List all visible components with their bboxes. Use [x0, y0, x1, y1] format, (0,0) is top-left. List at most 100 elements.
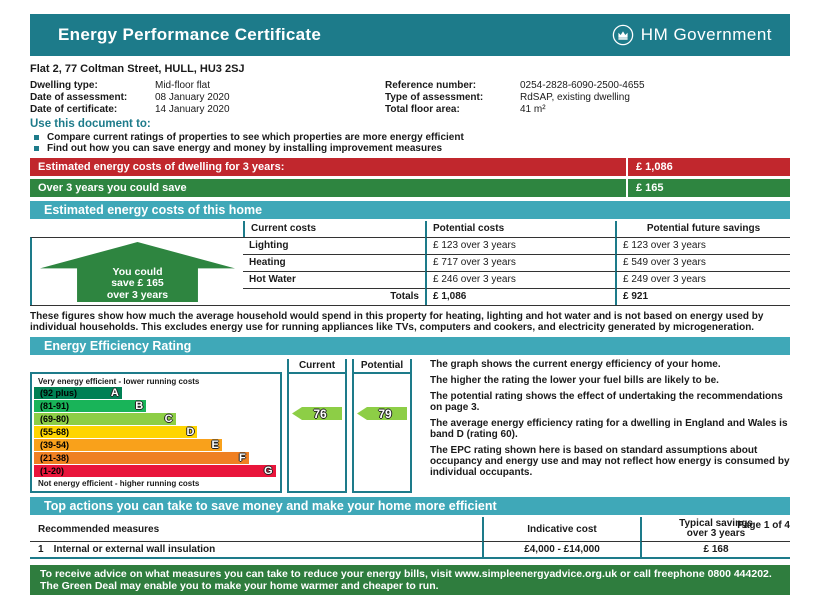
band-letter: A: [110, 387, 119, 399]
estimated-costs-label: Estimated energy costs of dwelling for 3…: [30, 158, 626, 176]
band-row-b: (81-91) B: [34, 400, 278, 412]
band-letter: G: [263, 465, 273, 477]
gov-logo-label: HM Government: [640, 25, 772, 44]
band-range: (21-38): [40, 453, 70, 463]
costs-table-corner: [30, 221, 243, 237]
future-savings-cell: You could save £ 165 over 3 years: [30, 237, 243, 305]
bottom-scale-label: Not energy efficient - higher running co…: [38, 479, 200, 488]
actions-section-title: Top actions you can take to save money a…: [30, 497, 790, 515]
savings-value: £ 165: [628, 179, 790, 197]
potential-rating-pointer: 79: [357, 407, 407, 420]
cost-row-potential: £ 549 over 3 years: [615, 254, 790, 271]
arrow-line: You could: [112, 265, 163, 278]
rating-note: The higher the rating the lower your fue…: [430, 375, 719, 386]
detail-value: 08 January 2020: [155, 92, 230, 103]
potential-rating-value: 79: [378, 406, 392, 421]
potential-rating-box: 79: [352, 372, 412, 493]
action-row-measure: 1 Internal or external wall insulation: [30, 541, 482, 557]
totals-current: £ 1,086: [425, 288, 615, 305]
costs-section-title: Estimated energy costs of this home: [30, 201, 790, 219]
bullet-icon: [34, 135, 39, 140]
page-number: Page 1 of 4: [737, 520, 790, 531]
future-savings-arrow: You could save £ 165 over 3 years: [40, 242, 235, 302]
costs-header-potential: Potential costs: [425, 221, 615, 237]
detail-label: Dwelling type:: [30, 80, 98, 91]
action-number: 1: [38, 544, 44, 555]
action-measure-text: Internal or external wall insulation: [53, 544, 216, 555]
potential-column-header: Potential: [352, 359, 412, 372]
band-row-c: (69-80) C: [34, 413, 278, 425]
band-row-f: (21-38) F: [34, 452, 278, 464]
detail-label: Total floor area:: [385, 104, 460, 115]
band-letter: E: [211, 439, 219, 451]
action-row-savings: £ 168: [640, 541, 790, 557]
costs-table: Current costs Potential costs Potential …: [30, 221, 790, 306]
estimated-costs-value: £ 1,086: [628, 158, 790, 176]
potential-rating-column: Potential 79: [352, 359, 412, 493]
actions-header-savings-line: Typical savings: [679, 518, 753, 529]
savings-label: Over 3 years you could save: [30, 179, 626, 197]
rating-section-title: Energy Efficiency Rating: [30, 337, 790, 355]
future-savings-text: You could save £ 165 over 3 years: [40, 265, 235, 302]
cost-row-current: £ 717 over 3 years: [425, 254, 615, 271]
band-range: (1-20): [40, 466, 65, 476]
band-range: (81-91): [40, 401, 70, 411]
rating-note: The EPC rating shown here is based on st…: [430, 445, 790, 478]
band-letter: D: [186, 426, 195, 438]
epc-certificate: Energy Performance Certificate HM Govern…: [30, 14, 790, 595]
estimated-costs-banner: Estimated energy costs of dwelling for 3…: [30, 158, 790, 176]
bullet-item: Find out how you can save energy and mon…: [30, 143, 790, 154]
current-column-header: Current: [287, 359, 347, 372]
detail-value: 0254-2828-6090-2500-4655: [520, 80, 645, 91]
actions-header-cost: Indicative cost: [482, 517, 640, 541]
current-rating-box: 76: [287, 372, 347, 493]
totals-label: Totals: [243, 288, 425, 305]
totals-potential: £ 921: [615, 288, 790, 305]
property-address: Flat 2, 77 Coltman Street, HULL, HU3 2SJ: [30, 63, 245, 75]
bullet-item: Compare current ratings of properties to…: [30, 132, 790, 143]
use-document-bullets: Compare current ratings of properties to…: [30, 132, 790, 154]
advice-banner: To receive advice on what measures you c…: [30, 565, 790, 595]
band-range: (92 plus): [40, 388, 78, 398]
detail-label: Date of certificate:: [30, 104, 118, 115]
actions-header-savings-line: over 3 years: [686, 528, 746, 539]
use-document-heading: Use this document to:: [30, 118, 151, 130]
rating-bands: Very energy efficient - lower running co…: [30, 372, 282, 493]
current-rating-column: Current 76: [287, 359, 347, 493]
actions-header-savings: Typical savings over 3 years: [640, 517, 790, 541]
bullet-text: Compare current ratings of properties to…: [47, 132, 464, 143]
cost-row-name: Heating: [243, 254, 425, 271]
savings-banner: Over 3 years you could save £ 165: [30, 179, 790, 197]
bullet-icon: [34, 146, 39, 151]
costs-note: These figures show how much the average …: [30, 311, 764, 333]
detail-value: Mid-floor flat: [155, 80, 211, 91]
actions-header-measures: Recommended measures: [38, 523, 160, 535]
costs-header-current: Current costs: [243, 221, 425, 237]
detail-label: Type of assessment:: [385, 92, 484, 103]
bullet-text: Find out how you can save energy and mon…: [47, 143, 443, 154]
band-row-d: (55-68) D: [34, 426, 278, 438]
band-range: (69-80): [40, 414, 70, 424]
costs-header-future-savings: Potential future savings: [615, 221, 790, 237]
top-scale-label: Very energy efficient - lower running co…: [38, 377, 200, 386]
detail-label: Date of assessment:: [30, 92, 128, 103]
cost-row-name: Hot Water: [243, 271, 425, 288]
detail-label: Reference number:: [385, 80, 477, 91]
header-bar: Energy Performance Certificate HM Govern…: [30, 14, 790, 56]
arrow-line: over 3 years: [106, 288, 169, 301]
band-range: (55-68): [40, 427, 70, 437]
rating-note: The graph shows the current energy effic…: [430, 359, 721, 370]
rating-note: The potential rating shows the effect of…: [430, 391, 783, 413]
action-row-cost: £4,000 - £14,000: [482, 541, 640, 557]
current-rating-pointer: 76: [292, 407, 342, 420]
actions-table: Recommended measures Indicative cost Typ…: [30, 517, 790, 559]
rating-section: Very energy efficient - lower running co…: [30, 359, 790, 493]
arrow-line: save £ 165: [111, 277, 164, 289]
band-row-e: (39-54) E: [34, 439, 278, 451]
band-row-a: (92 plus) A: [34, 387, 278, 399]
detail-value: RdSAP, existing dwelling: [520, 92, 630, 103]
royal-crest-icon: [612, 24, 634, 46]
current-rating-value: 76: [313, 406, 327, 421]
cost-row-potential: £ 249 over 3 years: [615, 271, 790, 288]
band-letter: B: [135, 400, 144, 412]
